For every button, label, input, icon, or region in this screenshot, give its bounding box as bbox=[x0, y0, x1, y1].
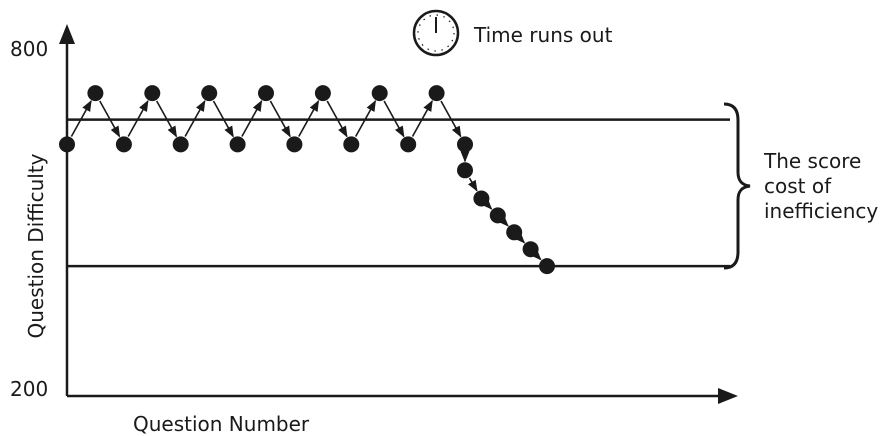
data-point bbox=[428, 85, 445, 102]
path-segment bbox=[383, 100, 405, 138]
brace-label-line: inefficiency bbox=[764, 199, 878, 223]
y-tick-label: 200 bbox=[10, 377, 48, 401]
y-tick-label: 800 bbox=[10, 37, 48, 61]
path-segment bbox=[497, 215, 509, 227]
path-segment bbox=[70, 100, 92, 137]
path-segment bbox=[411, 100, 433, 137]
data-point bbox=[229, 136, 246, 153]
path-segment bbox=[156, 100, 178, 138]
timer-label: Time runs out bbox=[473, 23, 613, 47]
path-segment bbox=[467, 177, 478, 192]
path-segment bbox=[530, 249, 542, 261]
data-point bbox=[115, 136, 132, 153]
brace-label-line: cost of bbox=[764, 174, 832, 198]
path-segment bbox=[269, 100, 291, 138]
data-point bbox=[522, 241, 539, 258]
data-point bbox=[371, 85, 388, 102]
path-segment bbox=[212, 100, 234, 138]
reference-lines bbox=[67, 118, 730, 268]
path-segment bbox=[481, 198, 493, 210]
path-segment bbox=[99, 100, 121, 138]
data-point bbox=[489, 207, 506, 224]
path-segment bbox=[440, 100, 462, 138]
path-segment bbox=[326, 100, 348, 138]
data-point bbox=[314, 85, 331, 102]
difficulty-points bbox=[59, 85, 555, 275]
data-point bbox=[87, 85, 104, 102]
x-axis-title: Question Number bbox=[133, 412, 310, 436]
data-point bbox=[473, 190, 490, 207]
path-segment bbox=[241, 100, 263, 137]
data-point bbox=[343, 136, 360, 153]
path-segment bbox=[184, 100, 206, 137]
data-point bbox=[172, 136, 189, 153]
path-segment bbox=[514, 232, 526, 244]
y-axis-title: Question Difficulty bbox=[24, 153, 48, 338]
path-segment bbox=[298, 100, 320, 137]
data-point bbox=[286, 136, 303, 153]
data-point bbox=[539, 258, 555, 275]
brace-label-line: The score bbox=[763, 149, 861, 173]
brace-icon bbox=[723, 102, 751, 270]
difficulty-path bbox=[70, 100, 542, 261]
data-point bbox=[144, 85, 161, 102]
x-axis-arrowhead bbox=[718, 388, 738, 404]
path-segment bbox=[127, 100, 149, 137]
path-segment bbox=[355, 100, 377, 137]
stopwatch-icon bbox=[412, 9, 460, 57]
data-point bbox=[258, 85, 274, 102]
data-point bbox=[506, 224, 523, 241]
data-point bbox=[400, 136, 417, 153]
data-point bbox=[457, 162, 473, 179]
data-point bbox=[201, 85, 218, 102]
y-axis-arrowhead bbox=[59, 24, 75, 44]
data-point bbox=[59, 136, 75, 153]
data-point bbox=[457, 136, 473, 153]
